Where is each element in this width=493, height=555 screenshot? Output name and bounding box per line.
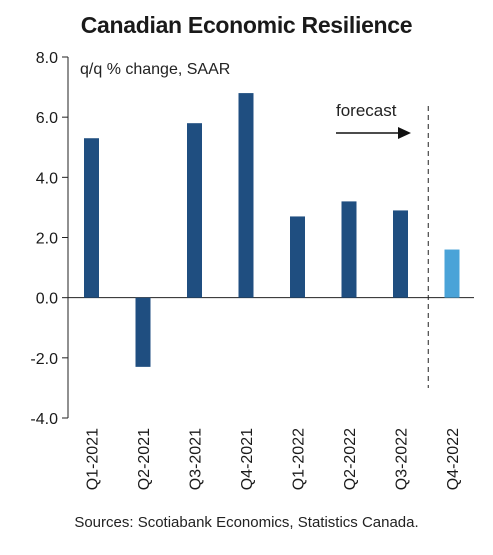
x-tick-label: Q1-2022 [291,428,308,490]
y-tick-label: 4.0 [36,170,58,187]
x-tick-label: Q2-2022 [342,428,359,490]
bar-q3-2022 [393,210,408,298]
chart-title: Canadian Economic Resilience [80,12,413,38]
forecast-arrow-head [398,127,411,139]
forecast-label: forecast [336,101,397,120]
y-tick-label: 2.0 [36,231,58,248]
bar-q1-2022 [290,216,305,298]
x-axis-labels: Q1-2021 Q2-2021 Q3-2021 Q4-2021 Q1-2022 Q2-20… [85,428,463,490]
x-tick-label: Q3-2021 [188,428,205,490]
bar-q1-2021 [84,138,99,298]
x-tick-label: Q4-2021 [239,428,256,490]
x-tick-label: Q2-2021 [136,428,153,490]
bar-q3-2021 [187,123,202,298]
y-tick-label: -2.0 [30,351,58,368]
chart-subtitle: q/q % change, SAAR [80,61,230,78]
bar-q2-2022 [341,201,357,298]
y-tick-label: 6.0 [36,110,58,127]
y-tick-label: 8.0 [36,50,58,67]
bar-q4-2021 [238,93,254,298]
bars-group [84,93,460,367]
source-note: Sources: Scotiabank Economics, Statistic… [74,514,419,531]
y-tick-label: 0.0 [36,291,58,308]
bar-q2-2021 [135,297,151,367]
y-tick-label: -4.0 [30,411,58,428]
x-tick-label: Q4-2022 [445,428,462,490]
forecast-annotation: forecast [336,101,429,388]
bar-q4-2022 [444,249,460,298]
x-tick-label: Q3-2022 [394,428,411,490]
x-tick-label: Q1-2021 [85,428,102,490]
